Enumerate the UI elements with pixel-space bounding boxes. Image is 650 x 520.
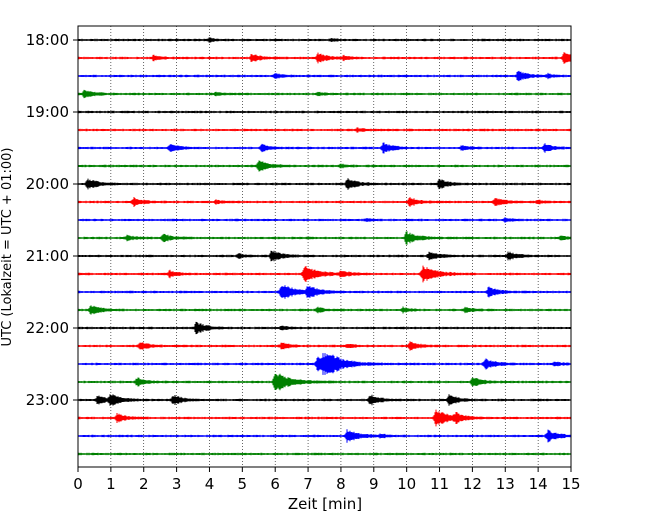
trace-2015 [77, 197, 572, 207]
trace-2215 [77, 341, 572, 351]
x-axis-label: Zeit [min] [288, 495, 362, 513]
x-tick-label: 5 [238, 475, 248, 493]
trace-2145 [77, 305, 572, 315]
x-tick-label: 11 [430, 475, 449, 493]
trace-2330 [77, 429, 572, 443]
trace-1830 [77, 70, 572, 82]
trace-2115 [77, 265, 572, 283]
x-tick-label: 14 [529, 475, 548, 493]
y-tick-label: 21:00 [26, 247, 69, 265]
x-tick-label: 13 [496, 475, 515, 493]
trace-1845 [77, 89, 572, 99]
trace-1930 [77, 142, 572, 154]
x-tick-label: 7 [303, 475, 313, 493]
x-tick-label: 1 [106, 475, 116, 493]
trace-1900 [77, 110, 572, 114]
y-tick-label: 20:00 [26, 175, 69, 193]
trace-2315 [77, 409, 572, 427]
trace-2345 [77, 452, 572, 456]
trace-1945 [77, 160, 572, 172]
trace-2200 [77, 321, 572, 335]
x-tick-label: 4 [205, 475, 215, 493]
trace-2230 [77, 353, 572, 375]
y-tick-label: 22:00 [26, 319, 69, 337]
trace-group [77, 37, 572, 456]
x-tick-label: 3 [172, 475, 182, 493]
y-axis-label: UTC (Lokalzeit = UTC + 01:00) [0, 148, 15, 347]
trace-2030 [77, 217, 572, 223]
x-tick-label: 2 [139, 475, 149, 493]
y-tick-label: 23:00 [26, 391, 69, 409]
y-tick-label: 18:00 [26, 31, 69, 49]
trace-2300 [77, 394, 572, 406]
trace-2045 [77, 231, 572, 245]
plot-frame [77, 25, 572, 468]
trace-2130 [77, 285, 572, 299]
x-axis-ticks: 0 1 2 3 4 5 6 7 8 9 10 11 12 13 14 15 [73, 467, 581, 493]
x-tick-label: 8 [336, 475, 346, 493]
x-tick-label: 0 [73, 475, 83, 493]
y-tick-label: 19:00 [26, 103, 69, 121]
trace-1800 [77, 37, 572, 43]
x-tick-label: 6 [270, 475, 280, 493]
x-tick-label: 9 [369, 475, 379, 493]
trace-2000 [77, 178, 572, 190]
y-axis-ticks: 18:00 19:00 20:00 21:00 22:00 23:00 [26, 31, 78, 409]
trace-1815 [77, 52, 572, 64]
x-tick-label: 15 [561, 475, 580, 493]
trace-1915 [77, 127, 572, 133]
x-tick-label: 12 [463, 475, 482, 493]
x-tick-label: 10 [397, 475, 416, 493]
trace-2245 [77, 373, 572, 391]
trace-2100 [77, 250, 572, 262]
